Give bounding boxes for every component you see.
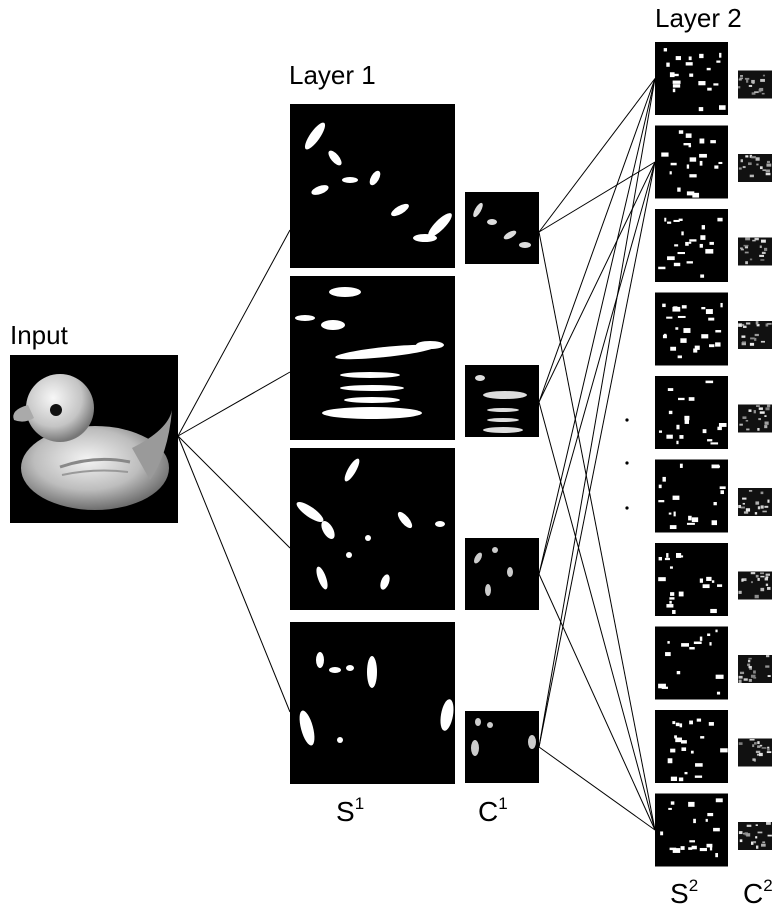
layer1-c-map [465,711,539,783]
layer2-s-map [655,125,728,199]
connection-lines [177,78,656,831]
connection-line [538,231,656,831]
layer2-c-map [738,571,772,600]
connection-line [538,161,656,233]
layer2-label: Layer 2 [655,3,742,33]
layer2-c-map [738,70,772,99]
layer1-s-map [290,276,455,440]
s2-label: S2 [670,876,699,909]
layer1-c-map [465,365,539,437]
layer2-c-map [738,738,772,767]
connection-line [538,161,656,748]
layer2-s-map [655,543,728,616]
connection-line [538,161,656,575]
layer2-c-map [738,237,772,266]
connection-line [538,78,656,403]
connection-line [538,78,656,233]
connection-line [177,435,291,713]
layer1-c-map [465,538,539,610]
c2-label: C2 [743,876,773,909]
layer2-s-map [655,710,728,783]
connection-line [177,229,291,437]
layer2-c-map [738,488,772,516]
connection-line [538,161,656,403]
layer2-c-map [738,404,772,433]
layer1-s-map [290,448,455,610]
input-label: Input [10,320,68,350]
ellipsis-dots [625,418,629,510]
layer1-c-map [465,192,539,264]
layer2-s-map [655,42,728,115]
connection-line [538,78,656,748]
connection-line [538,573,656,831]
layer2-s-map [655,292,728,366]
connection-line [177,435,291,549]
layer1-label: Layer 1 [289,60,376,90]
c1-label: C1 [478,794,508,827]
connection-line [177,371,291,437]
connection-line [538,401,656,831]
layer1-s-map [290,104,455,268]
layer2-s-map [655,793,728,867]
layer2-s-map [655,376,728,449]
layer2-c-map [738,822,772,850]
layer2-c-map [738,154,772,182]
layer2-s-map [655,626,728,700]
connection-line [538,746,656,831]
layer2-c-map [738,321,772,349]
input-image [10,355,178,523]
layer2-s-map [655,459,728,533]
s1-label: S1 [336,794,365,827]
layer2-c-map [738,655,772,683]
layer2-s-map [655,209,728,282]
layer1-s-map [290,622,455,784]
connection-line [538,78,656,575]
